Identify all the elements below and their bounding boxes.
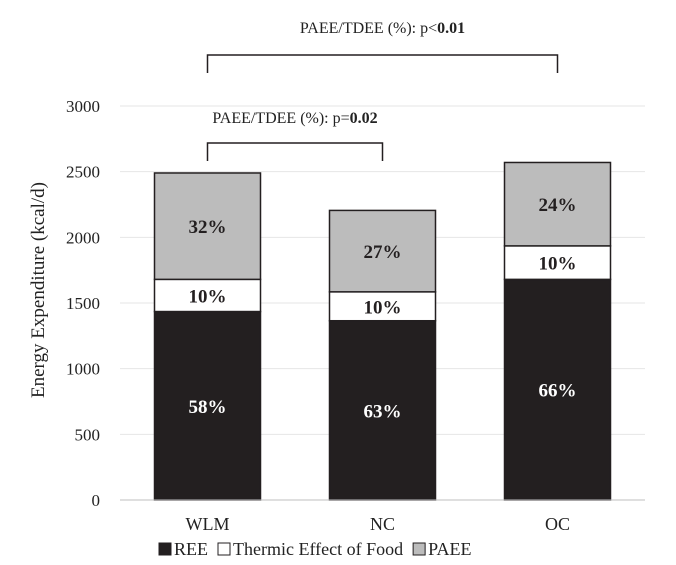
- bar-data-label: 58%: [189, 397, 227, 418]
- y-axis-label: Energy Expenditure (kcal/d): [28, 182, 49, 398]
- bar-stack-wlm: 58% 10% 32%: [153, 172, 262, 501]
- bar-segment: [153, 172, 262, 281]
- y-tick-label: 500: [75, 425, 101, 444]
- significance-bracket: PAEE/TDEE (%): p=0.02: [206, 110, 384, 161]
- bracket-line: [206, 142, 384, 161]
- significance-bracket: PAEE/TDEE (%): p<0.01: [206, 20, 559, 73]
- legend-label: PAEE: [428, 539, 471, 559]
- x-tick-label: WLM: [186, 514, 230, 534]
- y-tick-label: 1500: [66, 294, 100, 313]
- bar-segment: [328, 291, 437, 322]
- bar-stack-nc: 63% 10% 27%: [328, 209, 437, 501]
- bar-data-label: 10%: [364, 297, 402, 318]
- bar-data-label: 66%: [539, 381, 577, 402]
- significance-label: PAEE/TDEE (%): p=0.02: [212, 110, 377, 127]
- legend-swatch: [412, 542, 426, 556]
- legend-swatch: [158, 542, 172, 556]
- legend: REE Thermic Effect of Food PAEE: [158, 539, 471, 559]
- bar-stack-oc: 66% 10% 24%: [503, 161, 612, 501]
- legend-swatch: [217, 542, 231, 556]
- bar-segment: [153, 278, 262, 313]
- bracket-line: [206, 54, 559, 73]
- bar-segment: [503, 161, 612, 247]
- legend-item: Thermic Effect of Food: [217, 539, 403, 559]
- x-tick-label: NC: [370, 514, 395, 534]
- significance-annotations: PAEE/TDEE (%): p=0.02 PAEE/TDEE (%): p<0.…: [206, 20, 559, 161]
- y-tick-label: 2000: [66, 228, 100, 247]
- y-axis: 0 500 1000 1500 2000 2500 3000: [66, 97, 100, 510]
- x-tick-label: OC: [545, 514, 570, 534]
- bar-data-label: 27%: [364, 242, 402, 263]
- bar-data-label: 10%: [189, 286, 227, 307]
- legend-label: Thermic Effect of Food: [233, 539, 403, 559]
- bar-data-label: 24%: [539, 195, 577, 216]
- bar-data-label: 63%: [364, 401, 402, 422]
- bar-segment: [503, 278, 612, 501]
- bar-segment: [503, 245, 612, 281]
- y-tick-label: 3000: [66, 97, 100, 116]
- bar-segment: [328, 209, 437, 293]
- significance-label: PAEE/TDEE (%): p<0.01: [300, 20, 465, 37]
- legend-item: PAEE: [412, 539, 471, 559]
- legend-label: REE: [174, 539, 208, 559]
- y-tick-label: 2500: [66, 163, 100, 182]
- bar-data-label: 10%: [539, 254, 577, 275]
- legend-item: REE: [158, 539, 208, 559]
- y-tick-label: 0: [92, 491, 101, 510]
- bar-data-label: 32%: [189, 217, 227, 238]
- y-tick-label: 1000: [66, 360, 100, 379]
- bars: 58% 10% 32% 63% 10% 27% 66% 10% 24%: [153, 161, 612, 501]
- x-axis-tick-labels: WLM NC OC: [186, 514, 571, 534]
